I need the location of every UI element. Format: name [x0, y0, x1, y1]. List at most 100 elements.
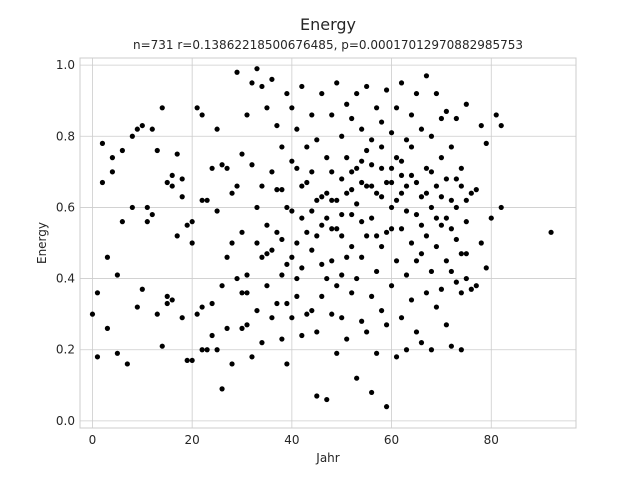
- y-tick-label: 0.0: [56, 414, 75, 428]
- scatter-point: [354, 275, 360, 282]
- scatter-point: [109, 169, 116, 175]
- scatter-point: [378, 165, 385, 171]
- scatter-point: [299, 332, 305, 339]
- scatter-point: [383, 179, 390, 186]
- scatter-point: [169, 297, 175, 303]
- scatter-point: [423, 165, 430, 171]
- scatter-point: [149, 211, 155, 218]
- scatter-point: [309, 307, 315, 314]
- scatter-point: [423, 190, 430, 196]
- scatter-point: [448, 226, 454, 232]
- scatter-point: [254, 307, 260, 314]
- scatter-point: [378, 307, 385, 314]
- scatter-point: [468, 286, 474, 292]
- scatter-point: [114, 350, 120, 356]
- scatter-point: [289, 254, 295, 260]
- scatter-point: [428, 204, 435, 211]
- scatter-point: [194, 105, 200, 111]
- scatter-point: [378, 119, 385, 125]
- scatter-point: [214, 347, 220, 353]
- scatter-point: [448, 144, 454, 150]
- scatter-point: [314, 233, 320, 239]
- scatter-point: [94, 354, 101, 360]
- scatter-point: [284, 90, 290, 97]
- scatter-point: [463, 251, 469, 257]
- scatter-point: [229, 240, 235, 246]
- scatter-point: [393, 354, 400, 360]
- scatter-point: [254, 204, 260, 211]
- scatter-point: [199, 197, 205, 203]
- scatter-point: [269, 76, 275, 82]
- scatter-point: [463, 275, 469, 282]
- scatter-point: [413, 90, 420, 97]
- scatter-point: [144, 219, 150, 225]
- scatter-point: [448, 197, 454, 203]
- scatter-point: [234, 183, 240, 189]
- scatter-point: [393, 155, 400, 161]
- scatter-point: [229, 361, 235, 367]
- scatter-point: [393, 105, 400, 111]
- scatter-point: [159, 343, 165, 349]
- scatter-point: [274, 122, 280, 129]
- scatter-point: [359, 219, 365, 225]
- scatter-point: [209, 332, 215, 339]
- scatter-point: [463, 219, 469, 225]
- scatter-point: [259, 254, 265, 260]
- scatter-point: [378, 194, 385, 200]
- scatter-point: [433, 304, 440, 310]
- scatter-point: [274, 229, 280, 235]
- scatter-point: [334, 350, 340, 356]
- scatter-point: [393, 258, 400, 264]
- scatter-point: [418, 222, 425, 228]
- scatter-point: [453, 279, 459, 285]
- scatter-point: [359, 179, 365, 186]
- scatter-point: [443, 258, 449, 264]
- scatter-point: [453, 115, 459, 122]
- scatter-point: [279, 187, 285, 193]
- scatter-point: [458, 183, 464, 189]
- scatter-point: [219, 283, 225, 289]
- scatter-point: [383, 322, 390, 328]
- scatter-point: [493, 112, 499, 118]
- scatter-point: [418, 340, 425, 346]
- scatter-point: [473, 187, 479, 193]
- scatter-point: [329, 258, 335, 264]
- scatter-point: [428, 347, 435, 353]
- scatter-point: [239, 229, 245, 235]
- scatter-point: [428, 268, 435, 275]
- scatter-point: [388, 165, 395, 171]
- scatter-point: [374, 350, 380, 356]
- points-layer: [89, 66, 554, 410]
- scatter-point: [413, 211, 420, 218]
- scatter-point: [354, 201, 360, 207]
- scatter-point: [224, 165, 230, 171]
- scatter-point: [334, 226, 340, 232]
- scatter-point: [349, 243, 355, 250]
- scatter-point: [374, 190, 380, 196]
- chart-title: Energy: [300, 15, 356, 34]
- scatter-point: [239, 290, 245, 296]
- scatter-point: [393, 197, 400, 203]
- scatter-point: [369, 215, 375, 221]
- scatter-point: [388, 226, 395, 232]
- scatter-point: [189, 240, 195, 246]
- scatter-point: [124, 361, 130, 367]
- scatter-point: [413, 329, 420, 335]
- scatter-point: [329, 311, 335, 317]
- scatter-point: [234, 275, 240, 282]
- scatter-point: [159, 105, 165, 111]
- scatter-point: [354, 375, 360, 381]
- scatter-point: [453, 176, 459, 182]
- scatter-point: [284, 204, 290, 211]
- scatter-point: [199, 347, 205, 353]
- scatter-point: [329, 169, 335, 175]
- scatter-point: [369, 389, 375, 396]
- scatter-point: [458, 251, 464, 257]
- scatter-point: [329, 197, 335, 203]
- scatter-point: [498, 204, 504, 211]
- scatter-point: [354, 90, 360, 97]
- scatter-point: [418, 251, 425, 257]
- scatter-point: [324, 215, 330, 221]
- scatter-point: [254, 66, 260, 72]
- scatter-point: [94, 290, 101, 296]
